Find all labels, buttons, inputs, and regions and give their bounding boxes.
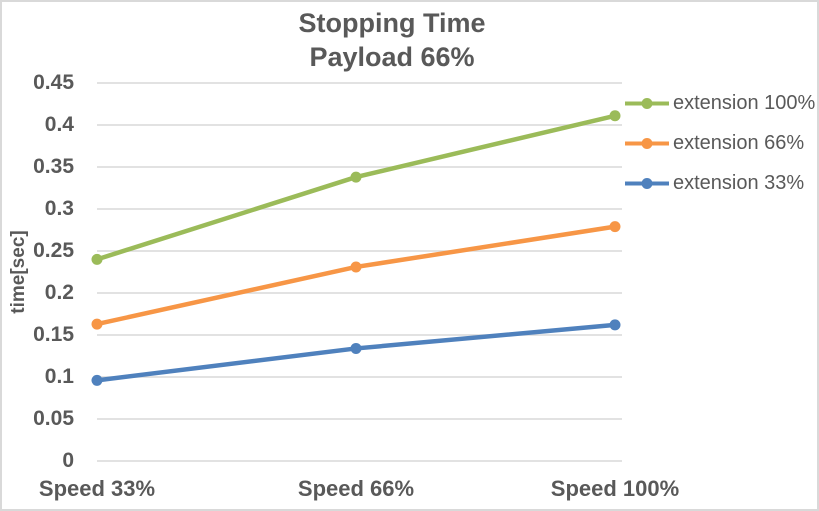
data-point-extension-33--2 — [609, 319, 621, 331]
y-tick-label: 0.25 — [33, 239, 74, 262]
legend-item: extension 100% — [624, 91, 815, 115]
data-point-extension-66--0 — [91, 318, 103, 330]
legend-line-marker-icon — [625, 97, 669, 109]
data-point-extension-66--1 — [350, 261, 362, 273]
chart-title-sub: Payload 66% — [309, 42, 475, 72]
series-line-extension-66- — [94, 224, 618, 327]
x-axis-label: Speed 100% — [550, 476, 680, 501]
legend-line-marker-icon — [625, 137, 669, 149]
y-tick-label: 0.45 — [33, 71, 74, 94]
y-tick-label: 0.35 — [33, 155, 74, 178]
data-point-extension-33--0 — [91, 374, 103, 386]
data-point-extension-66--2 — [609, 221, 621, 233]
legend-item: extension 33% — [624, 171, 815, 195]
y-tick-label: 0.2 — [44, 281, 74, 304]
x-axis-label: Speed 33% — [38, 476, 156, 501]
legend-item: extension 66% — [624, 131, 815, 155]
y-tick-label: 0.3 — [44, 197, 74, 220]
data-point-extension-100--1 — [350, 171, 362, 183]
y-tick-label: 0.05 — [33, 407, 74, 430]
legend-label: extension 66% — [673, 131, 805, 154]
legend-label: extension 33% — [673, 171, 805, 194]
legend: extension 100% extension 66% extension 33% — [624, 91, 815, 195]
data-point-extension-100--2 — [609, 110, 621, 122]
x-axis-label: Speed 66% — [297, 476, 415, 501]
y-tick-label: 0.4 — [44, 113, 74, 136]
data-point-extension-33--1 — [350, 342, 362, 354]
y-tick-label: 0 — [62, 449, 74, 472]
y-tick-label: 0.1 — [44, 365, 74, 388]
legend-line-marker-icon — [625, 177, 669, 189]
data-point-extension-100--0 — [91, 253, 103, 265]
y-tick-label: 0.15 — [33, 323, 74, 346]
legend-label: extension 100% — [673, 91, 816, 114]
chart-title-main: Stopping Time — [298, 8, 486, 38]
chart-title: Stopping Time Payload 66% — [299, 6, 486, 74]
